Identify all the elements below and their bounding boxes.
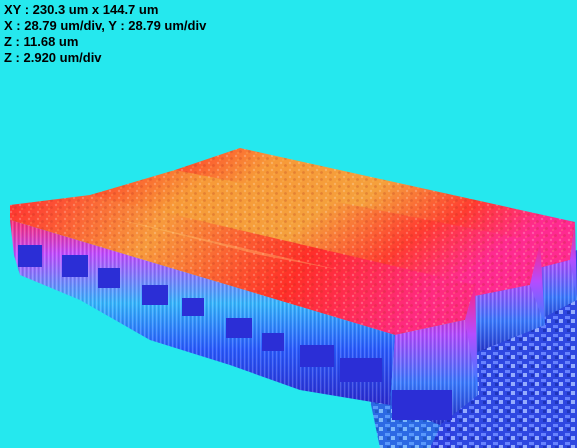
xy-extent-label: XY : 230.3 um x 144.7 um <box>4 2 159 17</box>
ridge-middle <box>90 170 545 355</box>
substrate-base-blocks <box>18 245 452 420</box>
xy-scale-label: X : 28.79 um/div, Y : 28.79 um/div <box>4 18 207 33</box>
z-scale-label: Z : 2.920 um/div <box>4 50 102 65</box>
measurement-readout: XY : 230.3 um x 144.7 um X : 28.79 um/di… <box>4 2 206 66</box>
z-extent-label: Z : 11.68 um <box>4 34 79 49</box>
